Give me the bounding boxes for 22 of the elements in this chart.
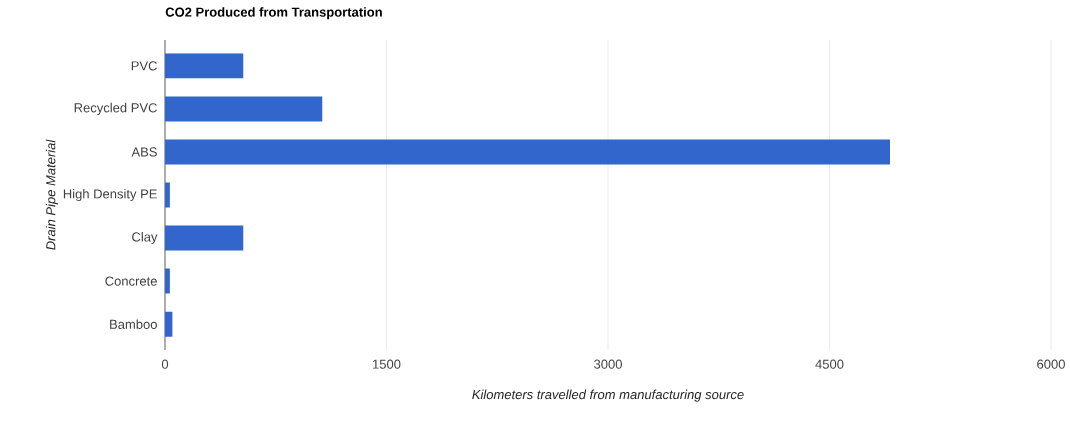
bar [165,182,170,208]
y-axis-title: Drain Pipe Material [45,139,58,250]
bar [165,311,173,337]
bar [165,53,244,79]
bar [165,96,323,122]
x-tick-label: 4500 [815,359,844,369]
bar [165,225,244,251]
y-tick-label: Recycled PVC [74,102,157,115]
y-tick-label: Concrete [105,276,157,286]
x-axis-title: Kilometers travelled from manufacturing source [472,389,744,402]
y-tick-label: Bamboo [110,319,157,329]
y-tick-label: Clay [132,231,158,245]
x-tick-label: 1500 [373,359,401,369]
bar [165,139,891,165]
y-tick-label: High Density PE [63,188,157,202]
bar [165,268,170,294]
x-tick-label: 3000 [594,359,622,369]
x-tick-label: 0 [161,359,169,369]
x-tick-label: 6000 [1037,359,1065,369]
y-tick-label: PVC [131,61,157,71]
chart-title: CO2 Produced from Transportation [165,7,382,20]
y-tick-label: ABS [131,147,157,157]
